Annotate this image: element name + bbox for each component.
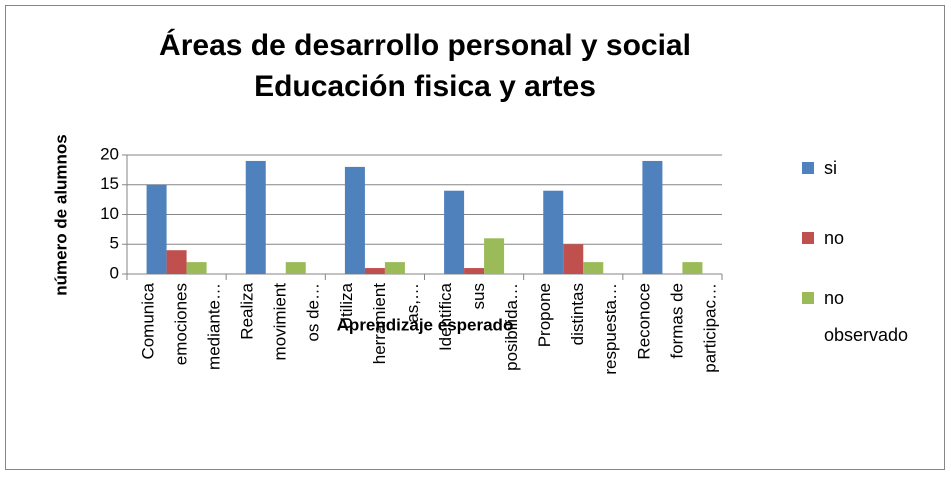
chart-title: Áreas de desarrollo personal y social [159,28,691,62]
bar [146,184,167,274]
x-tick-label: Identifica [436,282,455,351]
y-tick-label: 20 [100,144,119,163]
x-tick-label: distintas [568,283,587,345]
y-tick-label: 10 [100,204,119,223]
x-axis-label: Aprendizaje esperado [337,315,514,334]
bar [245,160,266,274]
x-tick-label: emociones [171,283,190,365]
bar [444,190,465,274]
bar [543,190,564,274]
chart-title: Educación fisica y artes [254,70,596,103]
bar [364,268,385,274]
bar [285,262,306,274]
y-tick-label: 15 [100,174,119,193]
legend-label: no [824,228,845,248]
x-tick-label: herramient [370,283,389,365]
x-tick-label: Propone [535,283,554,347]
x-tick-label: Utiliza [337,282,356,329]
y-axis-label: número de alumnos [51,134,70,296]
x-tick-label: os de… [304,283,323,342]
y-tick-label: 0 [110,263,119,282]
x-tick-label: movimient [271,283,290,361]
bar [344,166,365,274]
x-tick-label: Realiza [238,282,257,339]
legend-label: no observado [824,288,909,345]
legend-swatch [802,232,814,244]
bar [563,244,584,274]
bar [484,238,505,274]
bar [166,250,187,274]
legend-label: si [824,158,837,178]
bar [642,160,663,274]
x-tick-label: Comunica [138,282,157,359]
x-tick-label: posibilida… [502,283,521,371]
x-tick-label: formas de [667,283,686,359]
x-tick-label: participac… [700,283,719,373]
legend-swatch [802,162,814,174]
bar [186,262,207,274]
legend-item: no [802,220,944,257]
bar [464,268,485,274]
legend-item: si [802,150,944,187]
legend-item: no observado [802,280,924,354]
x-tick-label: Reconoce [634,283,653,360]
bar [384,262,405,274]
bar [682,262,703,274]
x-tick-label: respuesta… [601,283,620,375]
y-tick-label: 5 [110,234,119,253]
bar [583,262,604,274]
x-tick-label: as,… [403,283,422,323]
legend-swatch [802,292,814,304]
x-tick-label: sus [469,283,488,309]
x-tick-label: mediante… [204,283,223,370]
